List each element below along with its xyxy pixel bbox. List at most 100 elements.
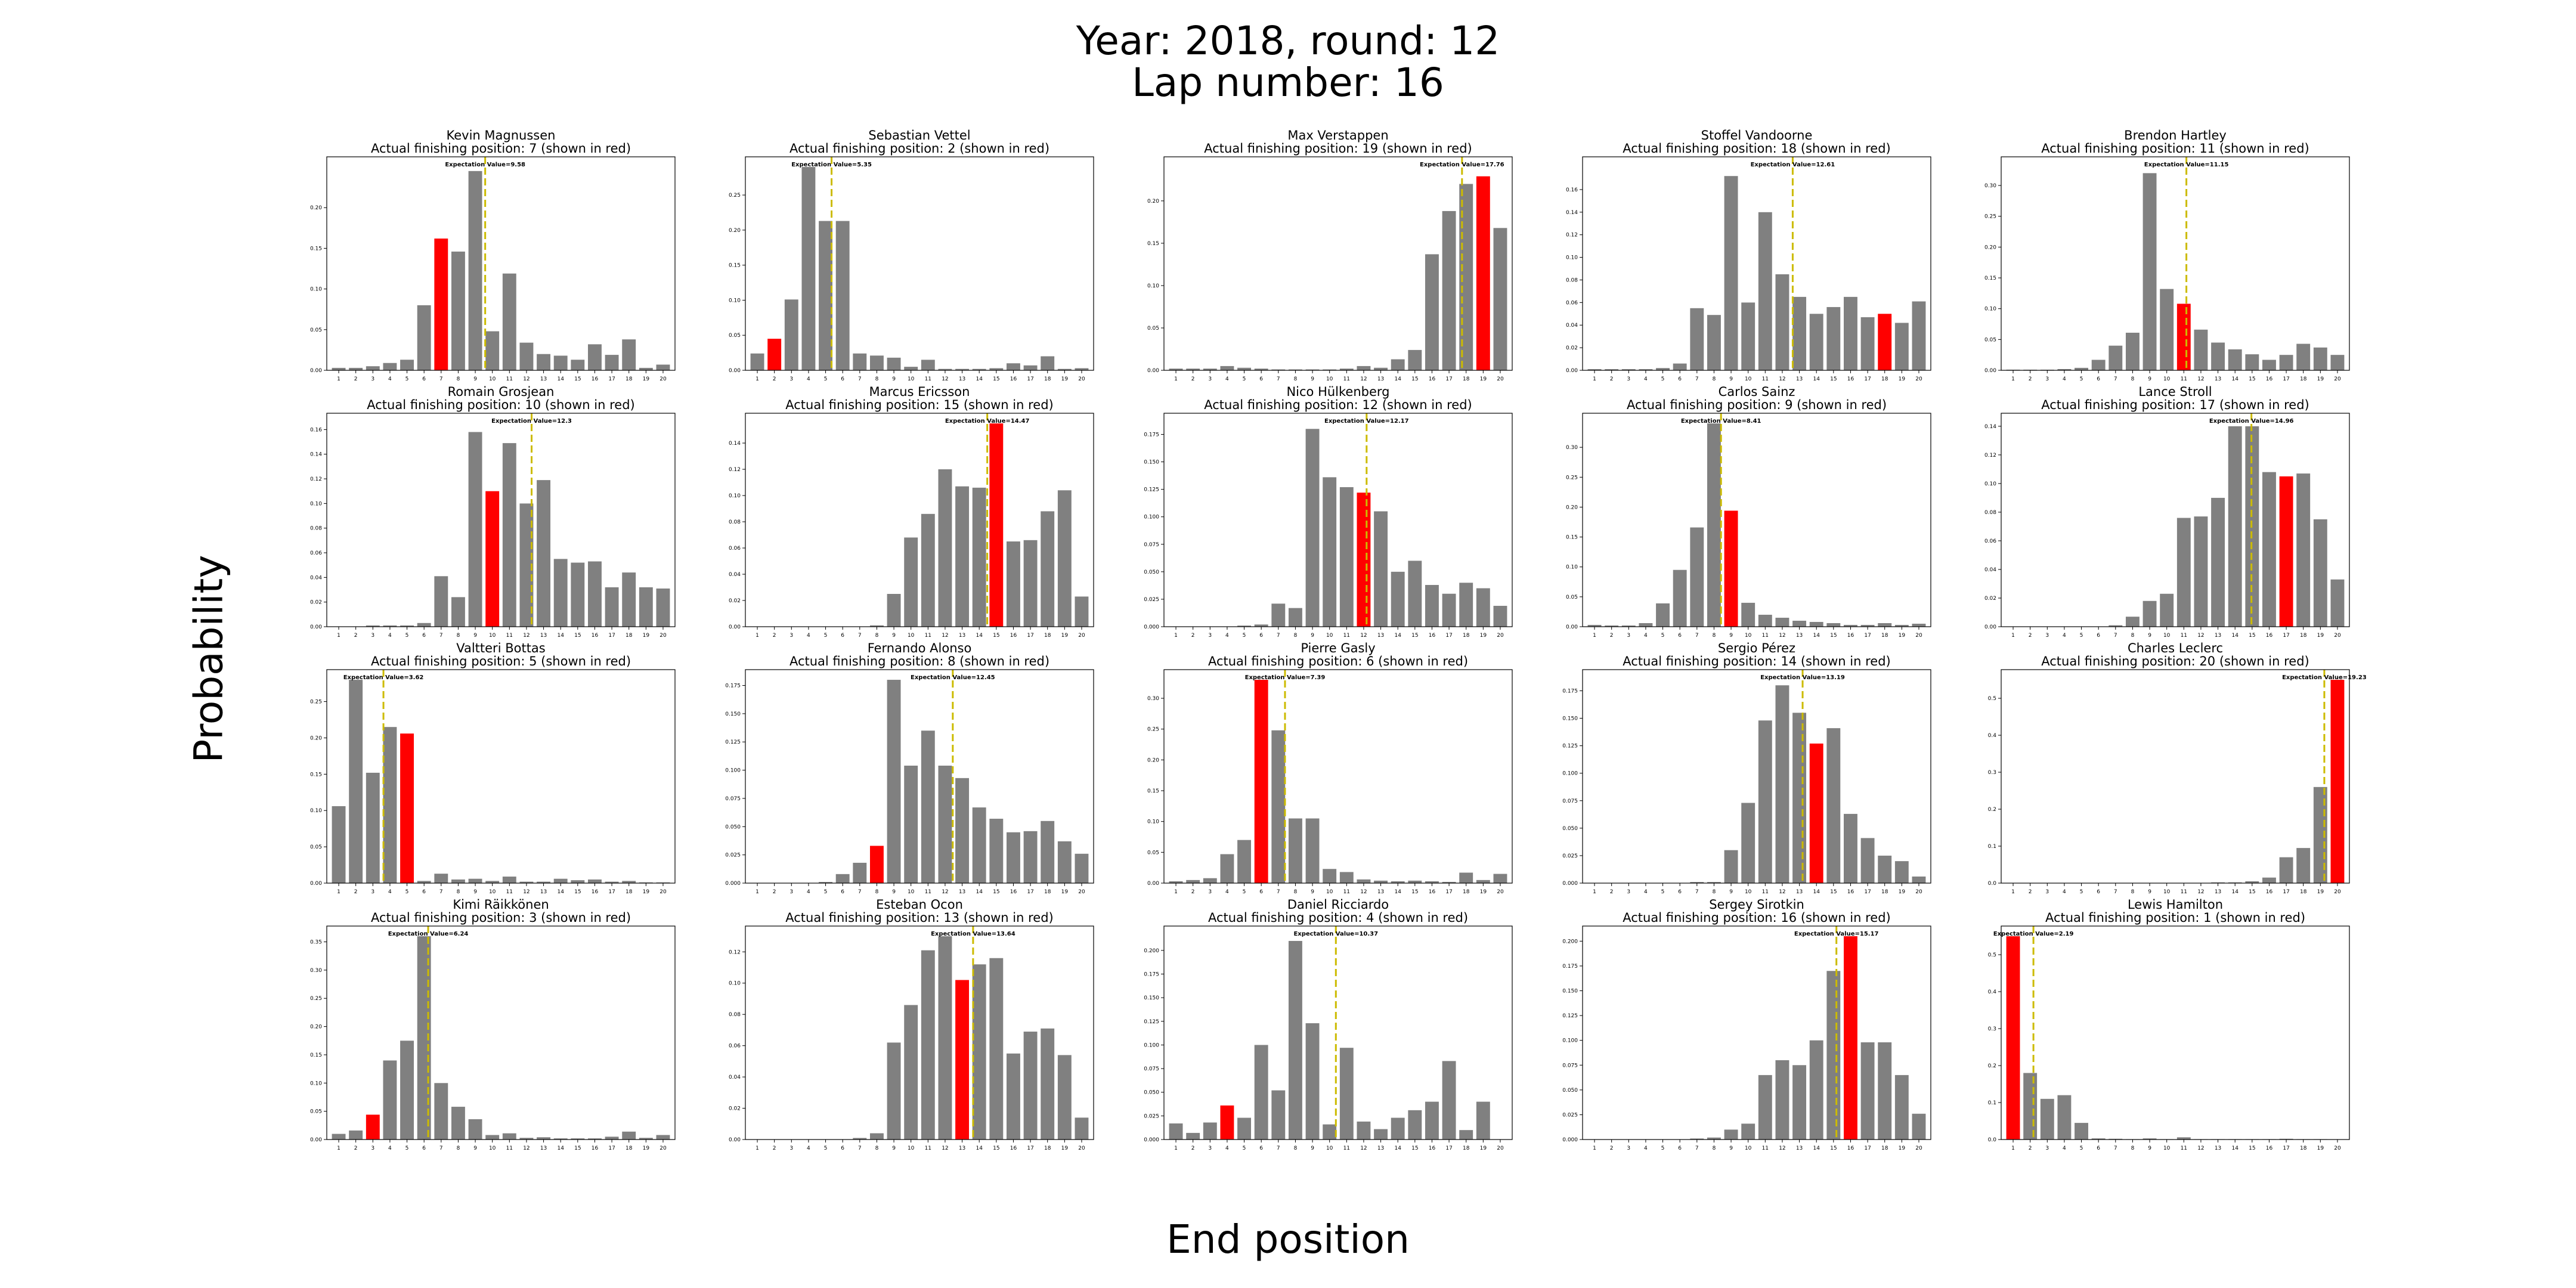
y-tick-label: 0.20 [1984,244,1996,250]
bar [2125,332,2140,370]
bar [1357,1121,1371,1140]
plot-frame [745,413,1094,627]
x-tick-label: 14 [557,376,564,382]
subplot-subtitle: Actual finishing position: 14 (shown in … [1623,654,1890,668]
x-tick-label: 15 [2249,633,2255,639]
y-tick-label: 0.25 [1984,214,1996,220]
bar [2057,369,2072,370]
bar [784,299,798,370]
subplot-title: Pierre Gasly [1301,641,1375,655]
bar [1912,301,1926,370]
subplot-subtitle: Actual finishing position: 19 (shown in … [1204,141,1472,156]
y-tick-label: 0.10 [729,298,741,304]
y-tick-label: 0.06 [729,1044,741,1049]
y-tick-label: 0.15 [1566,535,1578,541]
x-tick-label: 8 [1294,889,1298,895]
bar [400,360,414,370]
x-tick-label: 18 [1881,633,1888,639]
x-tick-label: 1 [2011,376,2015,382]
plot-frame [745,669,1094,884]
x-tick-label: 11 [1343,1145,1350,1151]
x-tick-label: 13 [1377,1145,1384,1151]
y-tick-label: 0.050 [1144,569,1159,575]
x-tick-label: 13 [959,633,965,639]
x-tick-label: 6 [2097,889,2100,895]
x-tick-label: 15 [1830,1145,1837,1151]
bar [1057,841,1072,883]
bar [1587,624,1602,627]
x-tick-label: 19 [1899,889,1906,895]
bar [1169,1123,1183,1140]
y-tick-label: 0.00 [310,1137,322,1143]
bar [2194,516,2208,627]
y-tick-label: 0.05 [1566,595,1578,600]
y-tick-label: 0.2 [1988,1063,1996,1069]
bar [1408,880,1422,883]
x-tick-label: 9 [473,1145,477,1151]
subplot-title: Kevin Magnussen [447,128,556,143]
bar [2330,579,2345,627]
x-tick-label: 8 [457,1145,460,1151]
x-tick-label: 9 [2148,376,2151,382]
y-tick-label: 0.25 [729,193,741,199]
bar [2330,355,2345,370]
x-tick-label: 1 [337,376,340,382]
subplot-subtitle: Actual finishing position: 3 (shown in r… [371,911,631,925]
x-tick-label: 1 [2011,1145,2015,1151]
x-tick-label: 2 [1191,376,1195,382]
bar [1809,621,1823,627]
x-tick-label: 17 [1864,1145,1871,1151]
y-tick-label: 0.10 [1984,481,1996,487]
bar [1621,369,1636,370]
y-tick-label: 0.2 [1988,807,1996,813]
bar [853,862,867,883]
bar [1425,254,1439,370]
bar [1844,624,1857,627]
bar [656,588,670,627]
bar [451,597,465,627]
bar [1792,620,1807,627]
x-tick-label: 10 [489,889,496,895]
bar [2075,367,2088,370]
bar [1758,212,1772,370]
x-tick-label: 19 [2317,376,2324,382]
bar [869,625,884,627]
bar [519,1138,534,1140]
x-tick-label: 13 [959,376,965,382]
x-tick-label: 2 [773,376,776,382]
bar [1237,367,1251,370]
bar [1271,603,1286,627]
bar [1041,821,1055,883]
x-tick-label: 2 [1610,1145,1614,1151]
bar [1724,176,1738,370]
y-tick-label: 0.4 [1988,733,1997,739]
y-tick-label: 0.175 [1562,964,1578,970]
y-tick-label: 0.050 [1562,826,1578,832]
bar [2109,345,2123,370]
bar [1075,1117,1089,1140]
x-tick-label: 7 [1695,1145,1699,1151]
bar [1639,369,1653,370]
y-tick-label: 0.25 [310,699,322,705]
x-tick-label: 7 [858,889,862,895]
subplot-subtitle: Actual finishing position: 8 (shown in r… [789,654,1049,668]
y-tick-label: 0.08 [729,519,741,525]
bar [622,1131,636,1140]
bar [1305,818,1320,883]
x-tick-label: 4 [2063,889,2066,895]
y-tick-label: 0.100 [1562,1038,1578,1044]
x-tick-label: 20 [1078,889,1085,895]
subplot-subtitle: Actual finishing position: 16 (shown in … [1623,911,1890,925]
bar [1476,880,1490,883]
bar [1339,1048,1354,1140]
bar [2228,349,2242,370]
bar [2228,426,2242,627]
figure-title-line-2: Lap number: 16 [1132,60,1444,106]
y-tick-label: 0.075 [1562,798,1578,804]
x-tick-label: 7 [1277,376,1280,382]
